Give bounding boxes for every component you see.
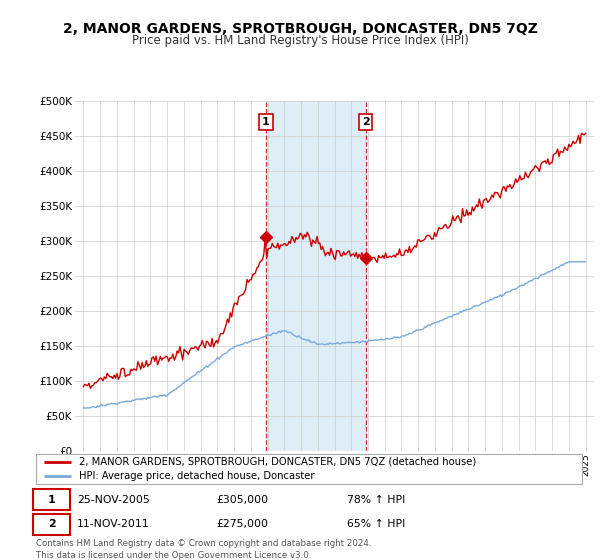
Text: £275,000: £275,000 — [216, 519, 268, 529]
Bar — [266, 101, 366, 451]
Text: 2, MANOR GARDENS, SPROTBROUGH, DONCASTER, DN5 7QZ: 2, MANOR GARDENS, SPROTBROUGH, DONCASTER… — [62, 22, 538, 36]
FancyBboxPatch shape — [33, 489, 70, 510]
Text: HPI: Average price, detached house, Doncaster: HPI: Average price, detached house, Donc… — [79, 472, 314, 482]
Text: 78% ↑ HPI: 78% ↑ HPI — [347, 494, 406, 505]
Text: 1: 1 — [262, 117, 270, 127]
Text: 65% ↑ HPI: 65% ↑ HPI — [347, 519, 406, 529]
Text: 11-NOV-2011: 11-NOV-2011 — [77, 519, 149, 529]
Text: 1: 1 — [48, 494, 56, 505]
FancyBboxPatch shape — [33, 514, 70, 535]
Text: Contains HM Land Registry data © Crown copyright and database right 2024.
This d: Contains HM Land Registry data © Crown c… — [36, 539, 371, 559]
Text: Price paid vs. HM Land Registry's House Price Index (HPI): Price paid vs. HM Land Registry's House … — [131, 34, 469, 46]
Text: 2: 2 — [362, 117, 370, 127]
Text: 2: 2 — [48, 519, 56, 529]
Text: £305,000: £305,000 — [216, 494, 268, 505]
Text: 25-NOV-2005: 25-NOV-2005 — [77, 494, 150, 505]
Text: 2, MANOR GARDENS, SPROTBROUGH, DONCASTER, DN5 7QZ (detached house): 2, MANOR GARDENS, SPROTBROUGH, DONCASTER… — [79, 456, 476, 466]
